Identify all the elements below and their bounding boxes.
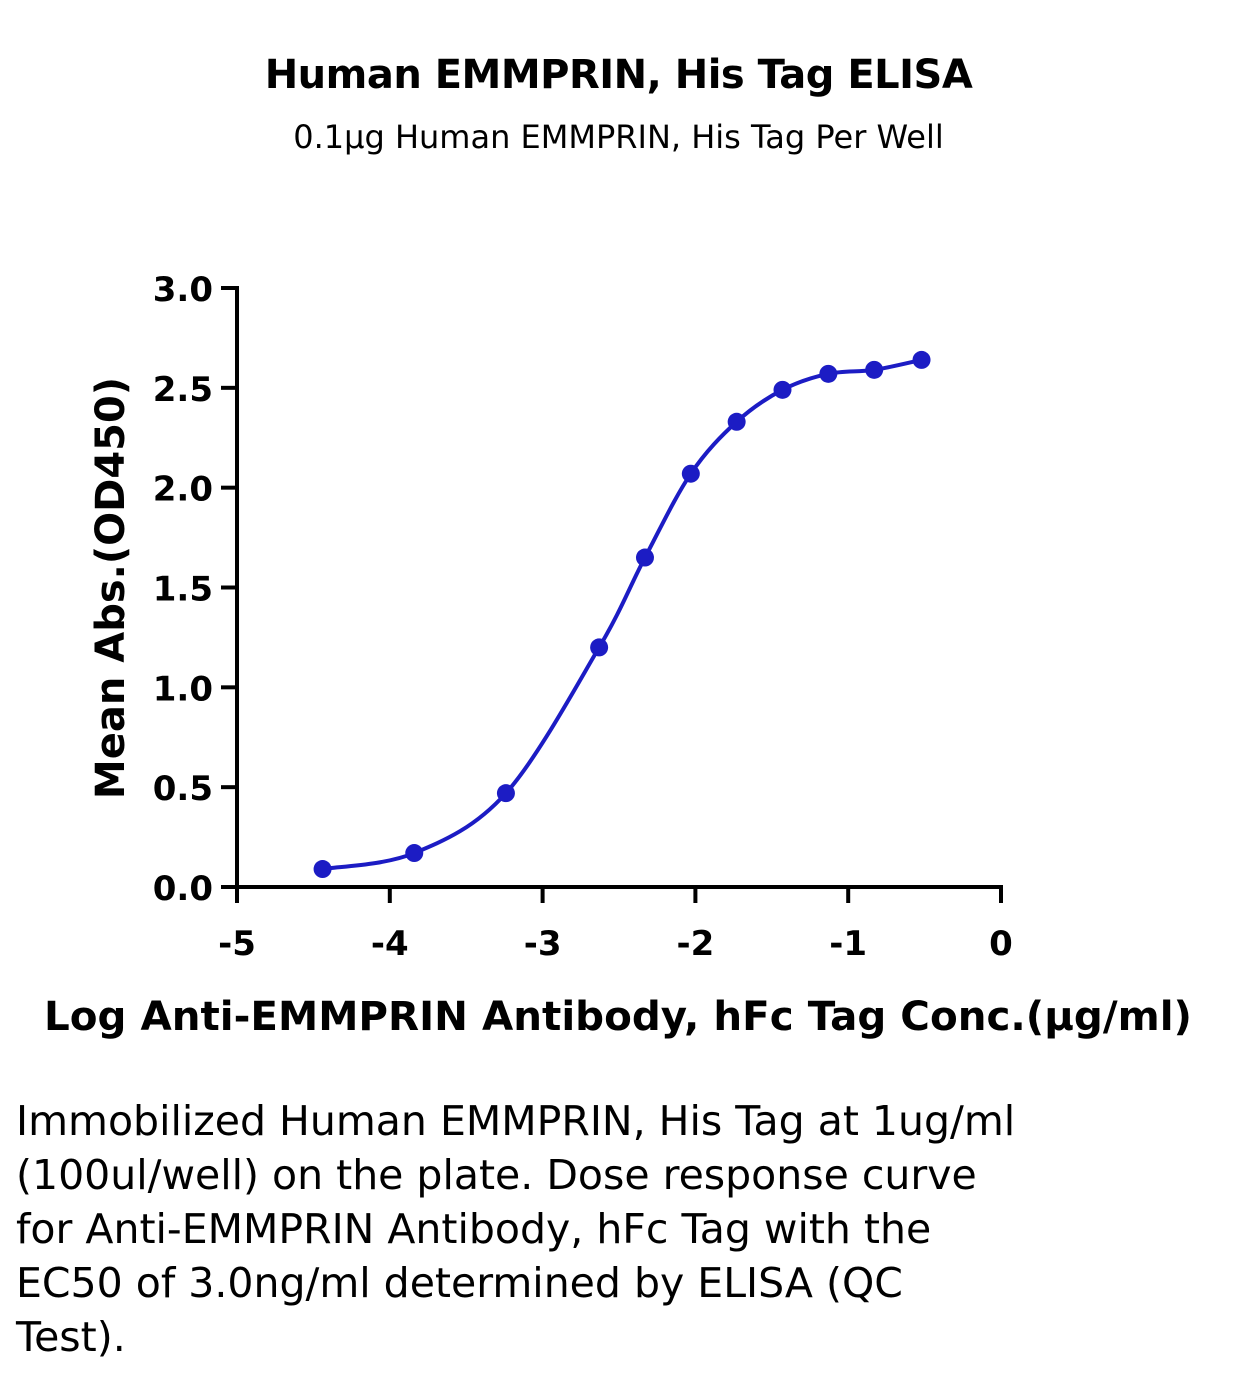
chart-title: Human EMMPRIN, His Tag ELISA: [264, 52, 973, 98]
y-tick-label: 1.5: [153, 570, 213, 610]
data-points-layer: [313, 350, 931, 879]
x-tick-label: 0: [989, 924, 1013, 964]
y-tick-label: 2.0: [153, 470, 213, 510]
x-tick-label: -4: [371, 924, 409, 964]
data-point: [313, 860, 332, 879]
fit-curve-layer: [320, 357, 924, 872]
y-axis-label: Mean Abs.(OD450): [88, 377, 134, 799]
y-tick-label: 0.0: [153, 869, 213, 909]
elisa-chart: 0.0 0.5 1.0 1.5 2.0 2.5 3.0 -5 -4 -3 -2 -1 0 Mean Ab…: [44, 270, 1192, 1040]
y-tick-label: 3.0: [153, 270, 213, 310]
data-point: [405, 844, 424, 863]
x-tick-label: -5: [218, 924, 256, 964]
axes: 0.0 0.5 1.0 1.5 2.0 2.5 3.0 -5 -4 -3 -2 -1 0: [153, 270, 1013, 964]
y-tick-label: 1.0: [153, 669, 213, 709]
x-tick-label: -2: [677, 924, 715, 964]
data-point: [635, 548, 654, 567]
data-point: [912, 350, 931, 369]
figure-caption: Immobilized Human EMMPRIN, His Tag at 1u…: [16, 1097, 1016, 1361]
data-point: [727, 412, 746, 431]
y-tick-label: 0.5: [153, 769, 213, 809]
data-point: [590, 638, 609, 657]
y-tick-label: 2.5: [153, 370, 213, 410]
x-tick-label: -1: [829, 924, 867, 964]
fit-curve: [320, 357, 924, 872]
x-tick-label: -3: [524, 924, 562, 964]
data-point: [865, 360, 884, 379]
data-point: [819, 364, 838, 383]
data-point: [681, 464, 700, 483]
data-point: [773, 380, 792, 399]
data-point: [496, 784, 515, 803]
chart-subtitle: 0.1μg Human EMMPRIN, His Tag Per Well: [293, 118, 944, 156]
x-axis-label: Log Anti-EMMPRIN Antibody, hFc Tag Conc.…: [44, 994, 1192, 1040]
